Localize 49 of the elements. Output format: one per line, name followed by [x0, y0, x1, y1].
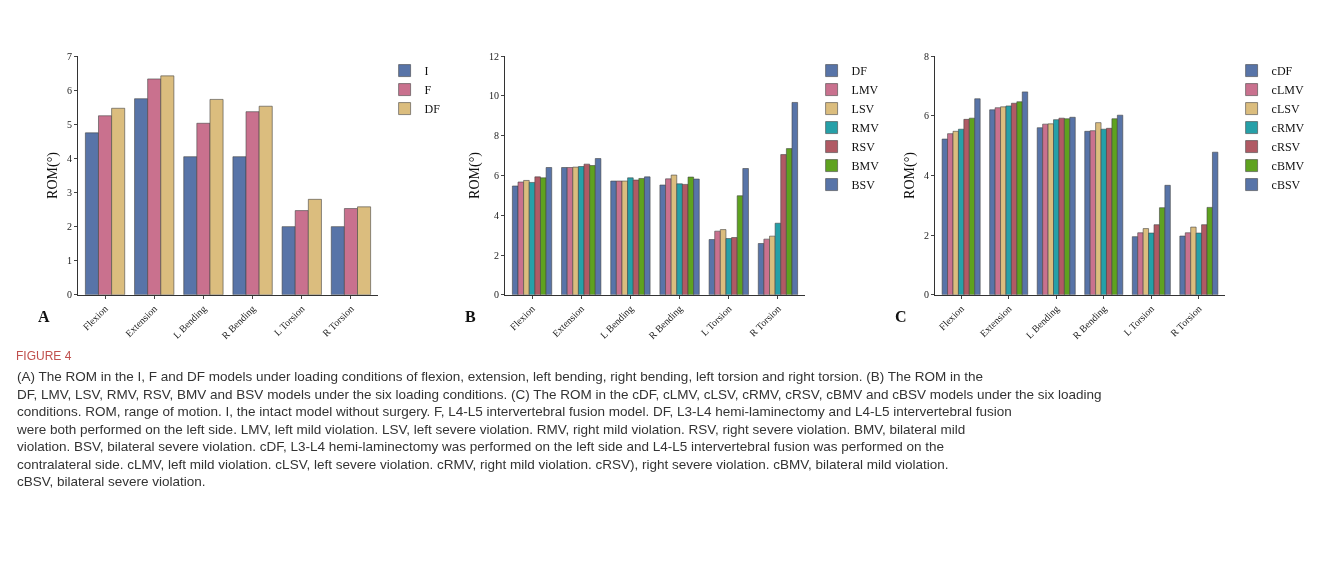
y-tick-label: 8 [924, 50, 929, 62]
y-tick-label: 4 [494, 209, 499, 221]
y-tick-label: 6 [494, 169, 499, 181]
y-tick-label: 2 [494, 249, 499, 261]
legend-label: LMV [851, 83, 879, 98]
y-tick-label: 4 [924, 169, 929, 181]
bar [1179, 235, 1186, 295]
y-axis-title: ROM(°) [44, 151, 61, 199]
y-axis-title: ROM(°) [901, 151, 918, 199]
y-tick-label: 7 [67, 50, 72, 62]
y-tick-label: 0 [494, 289, 499, 301]
y-tick-label: 10 [489, 90, 499, 102]
y-tick-label: 6 [67, 84, 72, 96]
text: C [895, 308, 907, 325]
legend-label: BMV [851, 159, 880, 174]
y-tick-label: 2 [67, 221, 72, 233]
legend-label: cBSV [1271, 178, 1301, 193]
legend-label: DF [424, 102, 441, 117]
caption: FIGURE 4 [16, 349, 72, 363]
y-tick-label: 4 [67, 152, 72, 164]
y-tick-label: 3 [67, 187, 72, 199]
legend-label: DF [851, 64, 868, 79]
y-tick-label: 5 [67, 118, 72, 130]
legend-label: I [424, 64, 429, 79]
text: (A) The ROM in the I, F and DF models under loading conditions of flexion, extension, left bending, right bending, left torsion and right torsion. (B) The ROM in the DF, LMV, LSV, RMV, RSV, BMV and BSV models under the six loading conditions. (C) The ROM in the cDF, cLMV, cLSV, cRMV, cRSV, cBMV and cBSV models under the six loading conditions. ROM, range of motion. I, the intact model without surgery. F, L4-L5 intervertebral fusion model. DF, L3-L4 hemi-laminectomy and L4-L5 intervertebral fusion were both performed on the left side. LMV, left mild violation. LSV, left severe violation. RMV, right mild violation. RSV, right severe violation. BMV, bilateral mild violation. BSV, bilateral severe violation. cDF, L3-L4 hemi-laminectomy was performed on the left side and L4-L5 intervertebral fusion was performed on the contralateral side. cLMV, left mild violation. cLSV, left severe violation. cRMV, right mild violation. cRSV), right severe violation. cBMV, bilateral mild violation. cBSV, bilateral severe violation. [16, 369, 1102, 490]
legend-label: cRMV [1271, 121, 1305, 136]
y-axis-title: ROM(°) [466, 151, 483, 199]
legend-label: cDF [1271, 64, 1293, 79]
legend-label: LSV [851, 102, 875, 117]
legend-label: RMV [851, 121, 880, 136]
y-tick-label: 12 [489, 50, 499, 62]
text: B [465, 308, 476, 325]
text: A [38, 308, 50, 325]
y-tick-label: 2 [924, 229, 929, 241]
legend-label: cLMV [1271, 83, 1304, 98]
legend-label: F [424, 83, 432, 98]
bar [610, 180, 617, 295]
legend-label: cBMV [1271, 159, 1305, 174]
y-tick-label: 1 [67, 255, 72, 267]
bar [561, 167, 568, 295]
y-tick-label: 0 [924, 289, 929, 301]
legend-label: cLSV [1271, 102, 1300, 117]
y-tick-label: 8 [494, 130, 499, 142]
legend-label: RSV [851, 140, 876, 155]
legend-label: BSV [851, 178, 876, 193]
y-tick-label: 0 [67, 289, 72, 301]
y-tick-label: 6 [924, 110, 929, 122]
bar [1084, 131, 1091, 295]
legend-label: cRSV [1271, 140, 1301, 155]
